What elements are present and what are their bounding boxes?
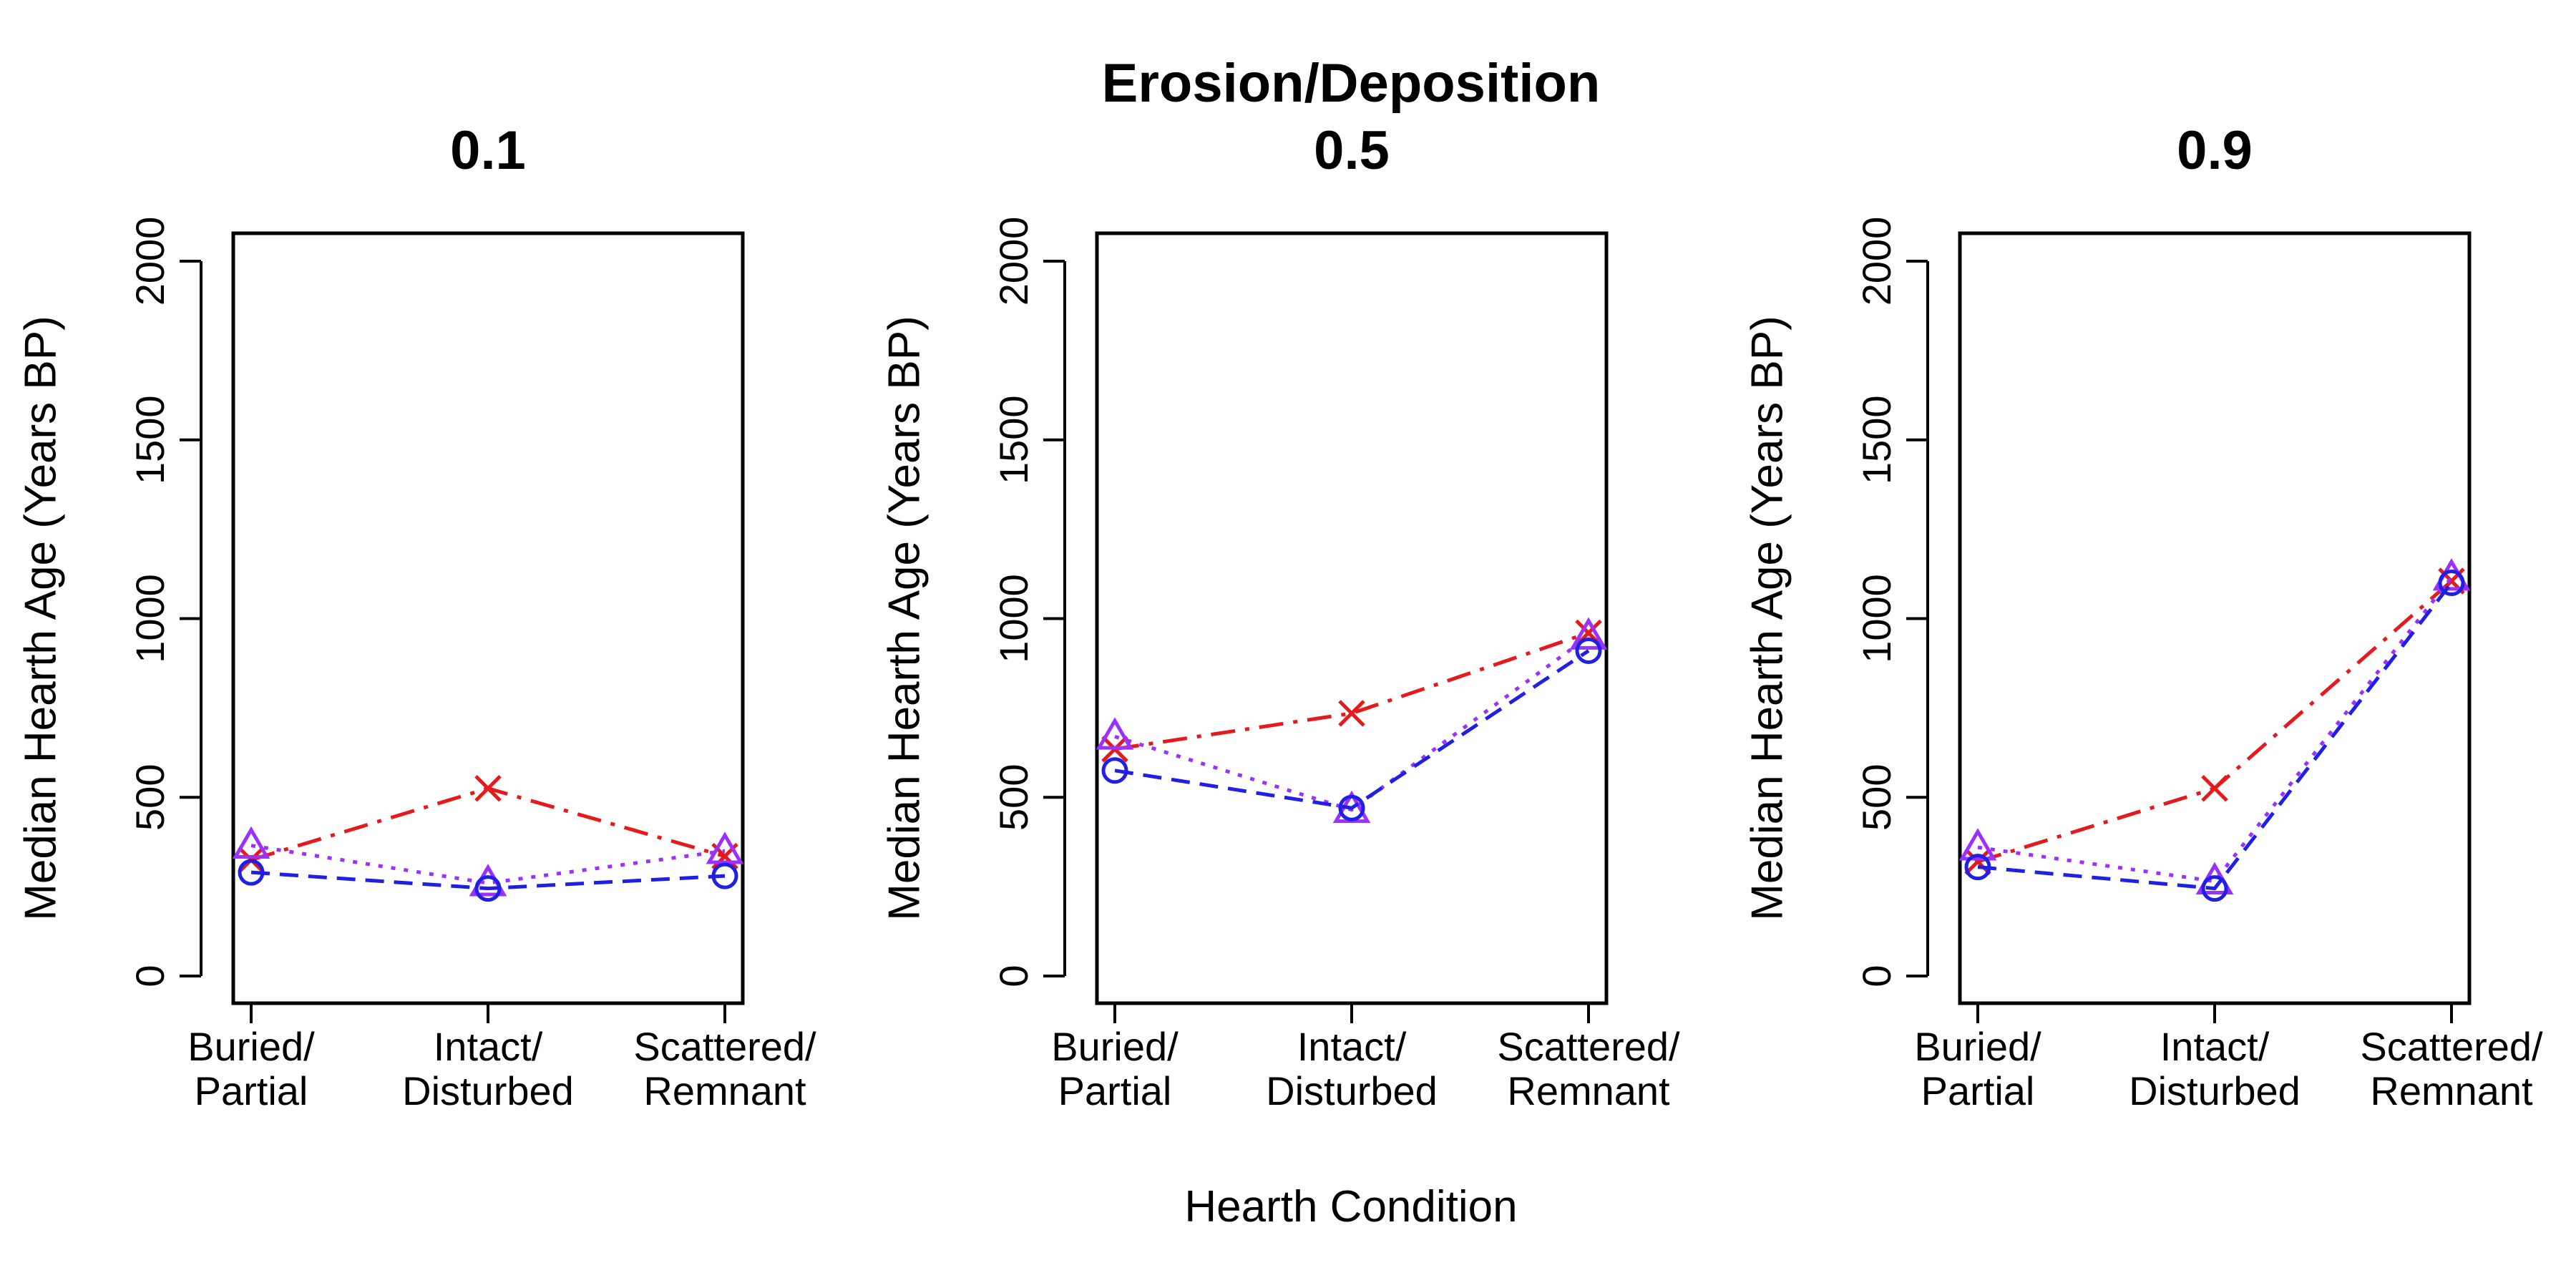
x-tick-label: Buried/Partial <box>1914 1024 2041 1113</box>
y-tick-label: 0 <box>127 965 172 987</box>
data-point-circle <box>1101 757 1128 784</box>
y-tick-label: 0 <box>991 965 1036 987</box>
y-tick-label: 2000 <box>1854 217 1899 306</box>
x-tick-label-line: Partial <box>1921 1068 2035 1113</box>
series-line <box>1977 580 2453 864</box>
x-tick-label: Scattered/Remnant <box>633 1024 816 1113</box>
x-axis-label: Hearth Condition <box>1184 1182 1517 1231</box>
y-tick-label: 500 <box>1854 764 1899 831</box>
figure-title: Erosion/Deposition <box>1102 53 1601 114</box>
series-line <box>1114 631 1589 751</box>
y-tick-label: 2000 <box>991 217 1036 306</box>
data-point-x <box>1964 848 1991 875</box>
series-line <box>1977 576 2453 884</box>
y-axis-label: Median Hearth Age (Years BP) <box>1742 316 1792 921</box>
x-tick-label-line: Remnant <box>1507 1068 1670 1113</box>
x-tick-label: Intact/Disturbed <box>2129 1024 2301 1113</box>
panel-title: 0.5 <box>1314 120 1390 181</box>
x-tick-label: Scattered/Remnant <box>1497 1024 1680 1113</box>
x-tick-label: Intact/Disturbed <box>402 1024 574 1113</box>
x-tick-label: Intact/Disturbed <box>1266 1024 1438 1113</box>
data-point-circle <box>711 862 738 889</box>
x-tick-label-line: Remnant <box>643 1068 806 1113</box>
data-point-circle <box>238 859 265 886</box>
x-tick-label-line: Scattered/ <box>2360 1024 2543 1069</box>
y-tick-label: 1500 <box>1854 395 1899 484</box>
data-point-x <box>474 774 502 802</box>
data-point-circle <box>1575 637 1602 664</box>
panel-1: 0.1 0 500 1000 1500 2000 Median Hearth Age (Ye… <box>16 120 816 1113</box>
y-tick-label: 500 <box>127 764 172 831</box>
data-point-circle <box>474 875 502 902</box>
x-tick-label-line: Scattered/ <box>633 1024 816 1069</box>
x-tick-label-line: Partial <box>1058 1068 1172 1113</box>
y-tick-label: 500 <box>991 764 1036 831</box>
y-tick-label: 1000 <box>991 574 1036 663</box>
x-tick-label-line: Remnant <box>2370 1068 2533 1113</box>
data-point-circle <box>1338 794 1365 821</box>
x-tick-label-line: Buried/ <box>1051 1024 1179 1069</box>
y-axis-label: Median Hearth Age (Years BP) <box>16 316 65 921</box>
data-point-triangle <box>232 826 270 859</box>
x-tick-label: Buried/Partial <box>1051 1024 1179 1113</box>
data-point-circle <box>2438 570 2465 597</box>
y-tick-label: 1500 <box>127 395 172 484</box>
series-line <box>250 844 726 885</box>
series-line <box>1114 649 1590 810</box>
data-point-x <box>1338 700 1365 727</box>
x-tick-label-line: Disturbed <box>2129 1068 2301 1113</box>
series-line <box>250 870 726 891</box>
data-point-triangle <box>1569 617 1608 650</box>
x-tick-label: Buried/Partial <box>187 1024 315 1113</box>
x-tick-label: Scattered/Remnant <box>2360 1024 2543 1113</box>
x-tick-label-line: Scattered/ <box>1497 1024 1680 1069</box>
y-tick-label: 1500 <box>991 395 1036 484</box>
x-tick-label-line: Buried/ <box>1914 1024 2041 1069</box>
x-tick-label-line: Buried/ <box>187 1024 315 1069</box>
series-line <box>250 786 726 862</box>
data-point-x <box>2201 774 2228 802</box>
x-tick-label-line: Disturbed <box>1266 1068 1438 1113</box>
series-line <box>1114 635 1590 812</box>
panel-title: 0.9 <box>2177 120 2253 181</box>
data-point-circle <box>2201 875 2228 902</box>
panel-3: 0.9 0 500 1000 1500 2000 Median Hearth Age (Ye… <box>1742 120 2543 1113</box>
y-tick-label: 0 <box>1854 965 1899 987</box>
y-axis-label: Median Hearth Age (Years BP) <box>879 316 929 921</box>
data-point-triangle <box>706 831 744 864</box>
data-point-circle <box>1964 854 1991 881</box>
data-point-triangle <box>1096 717 1134 750</box>
series-line <box>1977 582 2453 891</box>
x-tick-label-line: Intact/ <box>2160 1024 2270 1069</box>
x-tick-label-line: Partial <box>195 1068 308 1113</box>
panels: 0.1 0 500 1000 1500 2000 Median Hearth Age (Ye… <box>16 120 2543 1113</box>
panel-2: 0.5 0 500 1000 1500 2000 Median Hearth Age (Ye… <box>879 120 1680 1113</box>
data-point-triangle <box>1958 828 1997 861</box>
y-tick-label: 1000 <box>1854 574 1899 663</box>
panel-title: 0.1 <box>450 120 526 181</box>
y-tick-label: 2000 <box>127 217 172 306</box>
x-tick-label-line: Intact/ <box>434 1024 543 1069</box>
x-tick-label-line: Intact/ <box>1297 1024 1407 1069</box>
plot-frame <box>1095 231 1609 1005</box>
x-tick-label-line: Disturbed <box>402 1068 574 1113</box>
y-tick-label: 1000 <box>127 574 172 663</box>
